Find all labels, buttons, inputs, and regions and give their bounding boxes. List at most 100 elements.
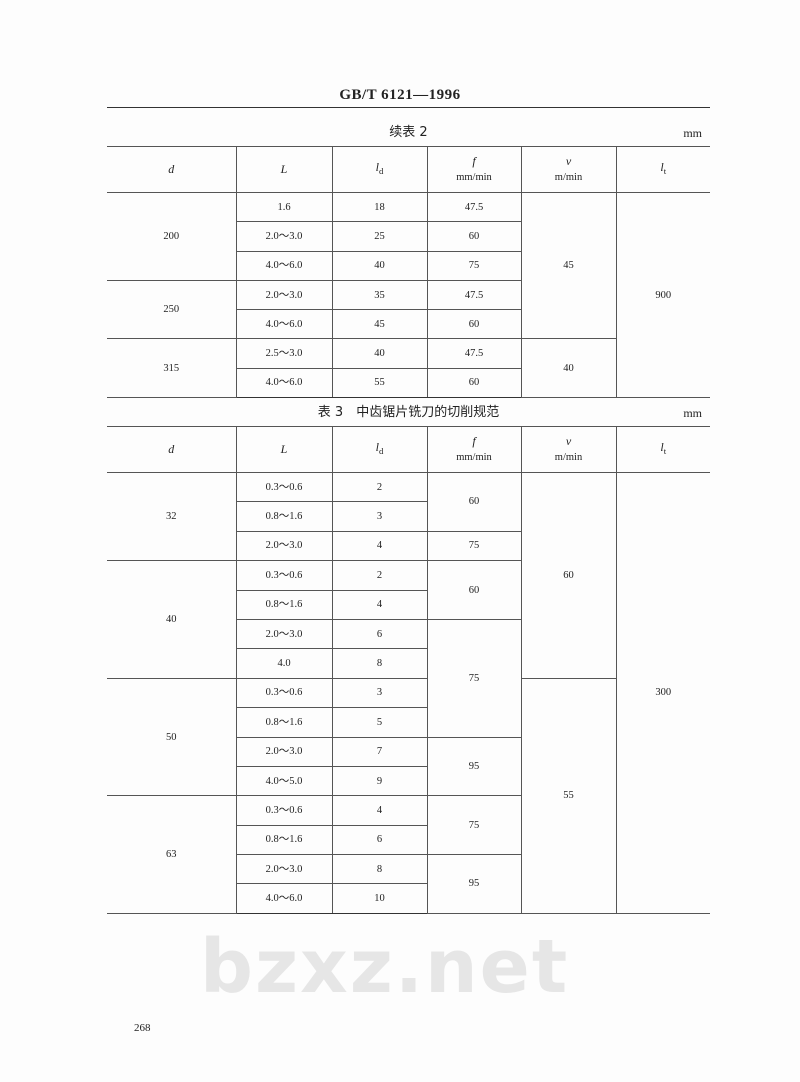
table-row: 40 0.3～0.6 2 60 xyxy=(107,560,710,679)
table2-caption: 续表 2 xyxy=(389,125,428,140)
cell-L: 4.0～6.0 xyxy=(236,367,333,399)
cell-v: 40 xyxy=(520,338,616,399)
cell-ld: 35 xyxy=(331,279,428,311)
cell-L: 2.0～3.0 xyxy=(236,530,333,562)
cell-lt: 300 xyxy=(615,472,710,914)
cell-ld: 7 xyxy=(331,736,428,767)
header-ld: ld xyxy=(331,426,428,473)
table3-caption: 表 3 中齿锯片铣刀的切削规范 xyxy=(317,405,500,420)
cell-f: 60 xyxy=(426,221,521,252)
table-row: 250 2.0～3.0 35 47.5 xyxy=(107,279,710,340)
table-row: 0.8～1.6 4 xyxy=(107,589,710,620)
cell-ld: 2 xyxy=(331,471,428,503)
cell-L: 2.0～3.0 xyxy=(236,854,333,885)
table2-caption-row: 续表 2 mm xyxy=(107,125,710,141)
cell-ld: 2 xyxy=(331,560,428,591)
cell-ld: 9 xyxy=(331,765,427,797)
cell-f: 75 xyxy=(426,618,521,738)
cell-ld: 45 xyxy=(331,309,428,340)
cell-f: 75 xyxy=(426,250,521,281)
table-row: 2.0～3.0 8 95 xyxy=(107,854,710,914)
cell-L: 0.3～0.6 xyxy=(235,560,333,591)
table2-unit: mm xyxy=(683,126,702,140)
cell-L: 4.0～6.0 xyxy=(236,250,333,281)
table-row: 63 0.3～0.6 4 75 xyxy=(107,795,710,914)
cell-f: 60 xyxy=(426,472,522,532)
cell-L: 4.0～6.0 xyxy=(236,309,333,340)
table-row: 4.0～6.0 45 60 xyxy=(107,309,710,340)
cell-f: 60 xyxy=(426,309,521,340)
cell-f: 47.5 xyxy=(426,191,522,223)
page-number: 268 xyxy=(134,1022,151,1034)
cell-ld: 4 xyxy=(331,530,428,562)
cell-ld: 40 xyxy=(331,250,428,281)
table-row: 4.0～6.0 40 75 xyxy=(107,250,710,281)
cell-d: 40 xyxy=(107,560,237,679)
table-row: 4.0～5.0 9 xyxy=(107,765,710,797)
cell-L: 0.3～0.6 xyxy=(235,795,333,826)
cell-f: 47.5 xyxy=(426,279,521,311)
cell-L: 4.0～6.0 xyxy=(236,883,333,914)
cell-d: 32 xyxy=(107,471,237,562)
header-L: L xyxy=(235,426,333,473)
header-v: v m/min xyxy=(520,146,617,193)
table-row: 4.0～6.0 10 xyxy=(107,883,710,914)
cell-ld: 3 xyxy=(331,501,427,532)
cell-ld: 4 xyxy=(331,795,428,826)
cell-f: 95 xyxy=(426,736,521,797)
cell-d: 50 xyxy=(107,677,237,797)
cell-ld: 10 xyxy=(331,883,427,914)
table3: d L ld f mm/min v m/min lt 32 0.3～0.6 2 60 60 3… xyxy=(107,426,710,914)
cell-ld: 3 xyxy=(331,677,428,709)
cell-L: 0.8～1.6 xyxy=(236,707,333,738)
cell-ld: 8 xyxy=(331,854,428,885)
standard-number: GB/T 6121—1996 xyxy=(339,87,461,103)
cell-d: 200 xyxy=(107,192,237,281)
header-ld: ld xyxy=(331,146,428,193)
cell-f: 60 xyxy=(426,367,521,399)
cell-ld: 6 xyxy=(331,618,428,650)
cell-d: 315 xyxy=(107,338,237,399)
cell-v: 45 xyxy=(520,191,617,340)
cell-L: 0.3～0.6 xyxy=(235,471,333,503)
cell-L: 2.0～3.0 xyxy=(236,736,333,767)
header-L: L xyxy=(235,146,333,193)
cell-L: 2.5～3.0 xyxy=(235,338,333,369)
table-row: 315 2.5～3.0 40 47.5 40 xyxy=(107,338,710,399)
cell-L: 2.0～3.0 xyxy=(235,279,333,311)
table3-caption-row: 表 3 中齿锯片铣刀的切削规范 mm xyxy=(107,405,710,421)
cell-d: 63 xyxy=(107,795,237,914)
cell-ld: 5 xyxy=(331,707,427,738)
cell-v: 55 xyxy=(520,677,616,914)
cell-L: 1.6 xyxy=(235,191,333,223)
cell-ld: 8 xyxy=(331,648,427,679)
cell-L: 0.8～1.6 xyxy=(236,501,333,532)
cell-v: 60 xyxy=(520,472,617,679)
watermark: bzxz.net xyxy=(200,924,570,1010)
header-rule xyxy=(107,107,710,108)
header-d: d xyxy=(107,146,237,193)
cell-L: 0.8～1.6 xyxy=(236,824,333,856)
cell-ld: 55 xyxy=(331,367,428,399)
cell-L: 0.3～0.6 xyxy=(235,677,333,709)
cell-f: 75 xyxy=(426,795,521,856)
header-d: d xyxy=(107,426,237,473)
table-row: 32 0.3～0.6 2 60 60 300 xyxy=(107,471,710,914)
cell-ld: 6 xyxy=(331,824,427,856)
cell-d: 250 xyxy=(107,279,237,340)
cell-L: 2.0～3.0 xyxy=(236,221,333,252)
table-row: 4.0 8 xyxy=(107,648,710,679)
cell-L: 4.0 xyxy=(236,648,333,679)
table-row: 2.0～3.0 4 75 xyxy=(107,530,710,562)
header-lt: lt xyxy=(615,146,710,193)
cell-lt: 900 xyxy=(615,191,710,399)
cell-L: 0.8～1.6 xyxy=(236,589,333,620)
header-f: f mm/min xyxy=(426,426,522,473)
cell-f: 60 xyxy=(426,560,521,620)
cell-f: 95 xyxy=(426,854,521,914)
header-v: v m/min xyxy=(520,426,617,473)
header-f: f mm/min xyxy=(426,146,522,193)
cell-ld: 40 xyxy=(331,338,428,369)
table2: d L ld f mm/min v m/min lt 200 1.6 18 47.5 45 9… xyxy=(107,146,710,399)
